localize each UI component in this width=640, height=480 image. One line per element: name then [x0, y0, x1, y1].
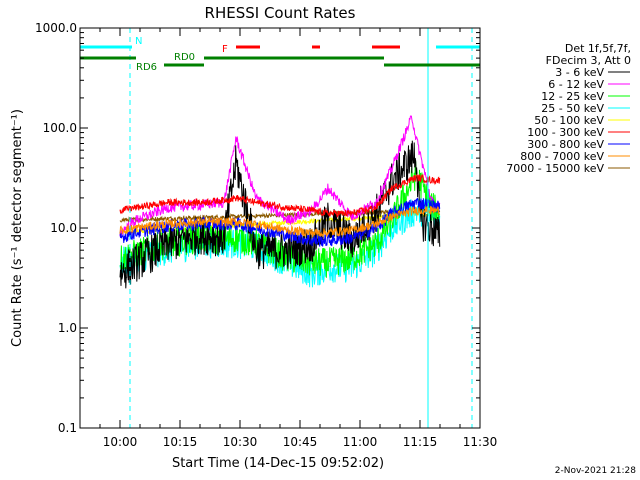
y-axis-label: Count Rate (s⁻¹ detector segment⁻¹) — [10, 109, 25, 347]
legend-entry-label: 12 - 25 keV — [541, 90, 604, 103]
series-line — [119, 206, 440, 238]
y-tick-label: 10.0 — [50, 221, 77, 235]
legend-entry-label: 25 - 50 keV — [541, 102, 604, 115]
segment-label: RD0 — [174, 52, 195, 63]
y-tick-label: 100.0 — [43, 121, 77, 135]
legend-entry-label: 800 - 7000 keV — [520, 150, 604, 163]
x-tick-label: 10:30 — [223, 435, 258, 449]
x-tick-label: 11:00 — [343, 435, 378, 449]
legend-header: FDecim 3, Att 0 — [546, 54, 631, 67]
y-tick-label: 1.0 — [58, 321, 77, 335]
series-line — [119, 159, 441, 278]
legend-entry-label: 3 - 6 keV — [555, 66, 604, 79]
x-tick-label: 10:15 — [163, 435, 198, 449]
legend-entry-label: 50 - 100 keV — [534, 114, 604, 127]
chart-title: RHESSI Count Rates — [205, 4, 356, 22]
y-tick-label: 1000.0 — [35, 21, 77, 35]
x-axis-label: Start Time (14-Dec-15 09:52:02) — [172, 456, 384, 471]
legend-header: Det 1f,5f,7f, — [565, 42, 631, 55]
series-line — [119, 115, 441, 237]
legend-entry-label: 300 - 800 keV — [527, 138, 604, 151]
x-tick-label: 11:30 — [463, 435, 498, 449]
segment-label: RD6 — [136, 62, 157, 73]
y-tick-label: 0.1 — [58, 421, 77, 435]
segment-layer: N F RD0 RD6 — [80, 36, 480, 73]
footer-timestamp: 2-Nov-2021 21:28 — [555, 466, 637, 476]
segment-label: N — [135, 36, 142, 47]
series-line — [119, 140, 441, 289]
legend-entry-label: 6 - 12 keV — [548, 78, 604, 91]
segment-label: F — [222, 44, 228, 55]
x-tick-label: 11:15 — [403, 435, 438, 449]
legend-entry-label: 7000 - 15000 keV — [506, 162, 604, 175]
series-line — [119, 207, 441, 224]
axes-layer: 0.1 1.0 10.0 100.0 1000.0 10:00 10:15 10:30 10:4… — [35, 21, 497, 449]
x-tick-label: 10:45 — [283, 435, 318, 449]
x-tick-label: 10:00 — [103, 435, 138, 449]
data-layer — [119, 115, 441, 289]
series-line — [119, 173, 441, 219]
legend-entry-label: 100 - 300 keV — [527, 126, 604, 139]
